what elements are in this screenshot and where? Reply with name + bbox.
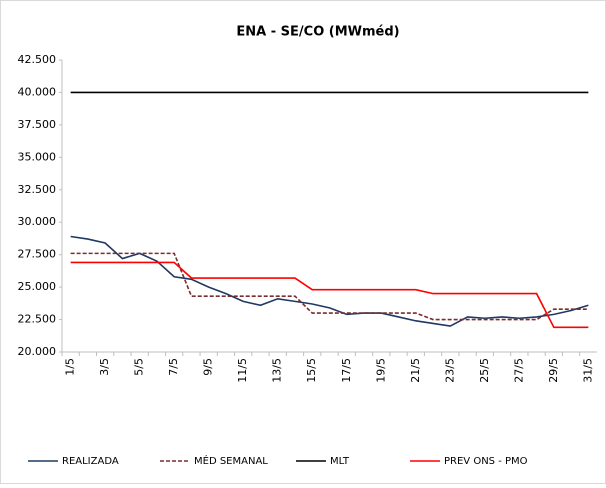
- series-line: [70, 252, 589, 321]
- x-tick-label: 5/5: [133, 358, 146, 376]
- x-tick-label: 7/5: [167, 358, 180, 376]
- x-tick-label: 9/5: [202, 358, 215, 376]
- x-tick-label: 3/5: [98, 358, 111, 376]
- y-tick-label: 40.000: [18, 85, 57, 98]
- legend-label: MÉD SEMANAL: [194, 454, 268, 467]
- chart-title: ENA - SE/CO (MWméd): [236, 25, 399, 40]
- y-tick-label: 27.500: [18, 248, 57, 261]
- x-tick-label: 25/5: [478, 358, 491, 383]
- x-tick-label: 11/5: [236, 358, 249, 383]
- x-tick-label: 27/5: [512, 358, 525, 383]
- y-tick-label: 32.500: [18, 183, 57, 196]
- legend-label: REALIZADA: [62, 456, 119, 467]
- x-tick-label: 17/5: [340, 358, 353, 383]
- x-tick-label: 29/5: [547, 358, 560, 383]
- y-tick-label: 20.000: [18, 345, 57, 358]
- y-tick-label: 35.000: [18, 150, 57, 163]
- y-tick-label: 37.500: [18, 118, 57, 131]
- legend-label: MLT: [330, 456, 350, 467]
- series-line: [70, 261, 589, 329]
- series-line: [70, 235, 589, 327]
- x-tick-label: 21/5: [409, 358, 422, 383]
- legend-label: PREV ONS - PMO: [444, 456, 528, 467]
- y-tick-label: 30.000: [18, 215, 57, 228]
- x-tick-label: 23/5: [443, 358, 456, 383]
- y-tick-label: 25.000: [18, 280, 57, 293]
- y-tick-label: 42.500: [18, 53, 57, 66]
- x-tick-label: 1/5: [64, 358, 77, 376]
- x-tick-label: 13/5: [271, 358, 284, 383]
- x-tick-label: 31/5: [581, 358, 594, 383]
- x-tick-label: 15/5: [305, 358, 318, 383]
- x-tick-label: 19/5: [374, 358, 387, 383]
- y-tick-label: 22.500: [18, 313, 57, 326]
